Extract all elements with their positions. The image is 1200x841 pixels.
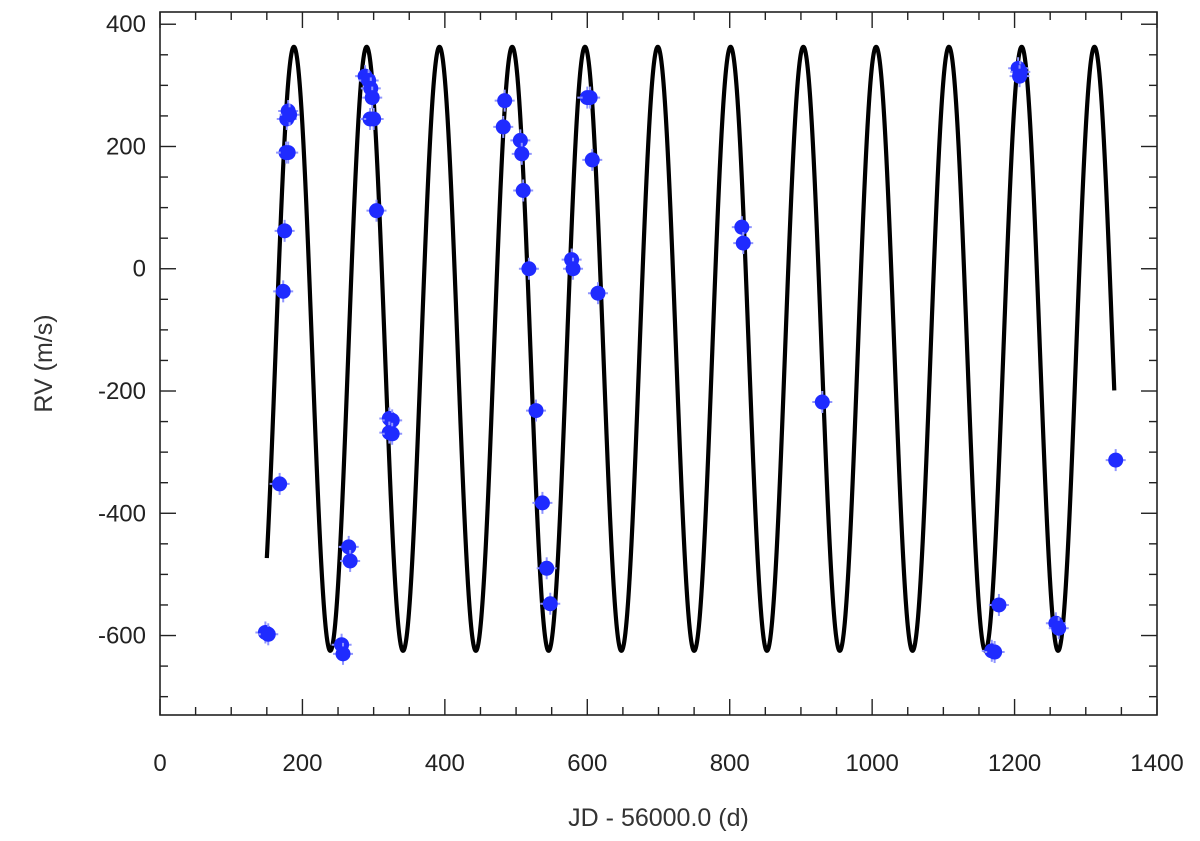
- data-point: [269, 472, 290, 495]
- x-tick-label: 1400: [1130, 750, 1183, 777]
- y-tick-label: 0: [133, 256, 146, 283]
- data-point: [366, 199, 387, 222]
- x-tick-label: 0: [153, 750, 166, 777]
- data-point: [563, 257, 584, 280]
- data-point: [1009, 65, 1030, 88]
- data-point: [274, 219, 295, 242]
- x-axis-ticks: 0 200 400 600 800 1000 1200 1400: [153, 12, 1184, 777]
- x-tick-label: 200: [282, 750, 322, 777]
- y-axis-ticks: -600 -400 -200 0 200 400: [98, 11, 1157, 698]
- x-tick-label: 400: [425, 750, 465, 777]
- data-point: [513, 179, 534, 202]
- y-tick-label: 200: [106, 133, 146, 160]
- data-point: [494, 89, 515, 112]
- data-point: [731, 216, 752, 239]
- data-point: [582, 148, 603, 171]
- y-tick-label: -400: [98, 500, 146, 527]
- data-point: [278, 141, 299, 164]
- data-point: [984, 641, 1005, 664]
- x-tick-label: 800: [710, 750, 750, 777]
- data-point: [273, 280, 294, 303]
- model-curve-layer: [264, 44, 1117, 653]
- data-point: [532, 491, 553, 514]
- data-points-layer: [255, 57, 1126, 665]
- y-axis-label: RV (m/s): [30, 314, 58, 412]
- data-point: [536, 557, 557, 580]
- y-tick-label: -600: [98, 623, 146, 650]
- data-point: [988, 593, 1009, 616]
- data-point: [493, 115, 514, 138]
- data-point: [279, 103, 300, 126]
- x-axis-label: JD - 56000.0 (d): [568, 804, 749, 832]
- model-curve: [264, 44, 1117, 653]
- data-point: [1105, 449, 1126, 472]
- data-point: [333, 642, 354, 665]
- data-point: [511, 142, 532, 165]
- x-tick-label: 1000: [845, 750, 898, 777]
- y-tick-label: 400: [106, 11, 146, 38]
- plot-frame: [159, 11, 1158, 716]
- data-point: [382, 422, 403, 445]
- data-point: [510, 129, 531, 152]
- data-point: [340, 549, 361, 572]
- y-tick-label: -200: [98, 378, 146, 405]
- data-point: [812, 391, 833, 414]
- data-point: [518, 257, 539, 280]
- data-point: [526, 399, 547, 422]
- data-point: [362, 86, 383, 109]
- x-tick-label: 1200: [988, 750, 1041, 777]
- data-point: [580, 86, 601, 109]
- data-point: [258, 623, 279, 646]
- data-point: [363, 107, 384, 130]
- data-point: [733, 232, 754, 255]
- data-point: [1048, 617, 1069, 640]
- data-point: [540, 592, 561, 615]
- x-tick-label: 600: [567, 750, 607, 777]
- data-point: [587, 282, 608, 305]
